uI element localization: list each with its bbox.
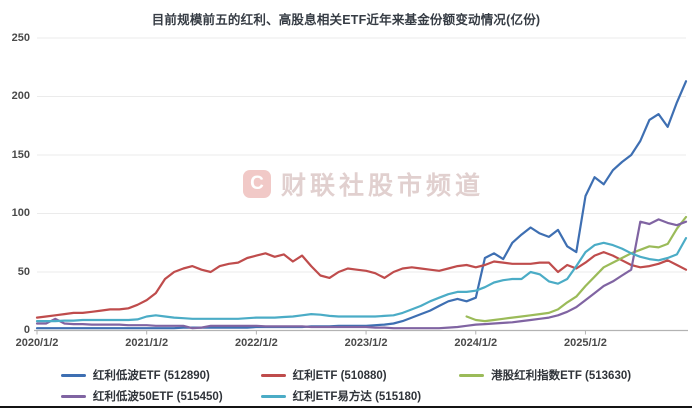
y-axis-label-50: 50	[17, 265, 30, 278]
y-axis-label-150: 150	[11, 148, 30, 161]
series-line-512890	[35, 80, 688, 330]
y-axis-label-250: 250	[11, 31, 30, 44]
series-line-513630	[465, 215, 688, 323]
legend-swatch-purple	[60, 394, 86, 398]
series-line-515180	[35, 237, 688, 323]
legend-label: 红利低波ETF (512890)	[92, 370, 210, 382]
x-axis-label-2020: 2020/1/2	[15, 337, 59, 349]
legend-label: 港股红利指数ETF (513630)	[491, 370, 632, 382]
chart-plot-area	[34, 37, 688, 335]
page-title: 目前规模前五的红利、高股息相关ETF近年来基金份额变动情况(亿份)	[151, 13, 541, 27]
legend-swatch-blue	[60, 373, 86, 377]
legend-item-513630[interactable]: 港股红利指数ETF (513630)	[459, 367, 631, 383]
bottom-divider	[0, 406, 692, 408]
x-axis-label-2021: 2021/1/2	[125, 337, 169, 349]
y-axis-label-200: 200	[11, 90, 30, 102]
legend-swatch-red	[260, 373, 286, 377]
legend-item-515180[interactable]: 红利ETF易方达 (515180)	[260, 388, 422, 404]
legend-label: 红利低波50ETF (515450)	[92, 391, 223, 403]
y-axis-label-100: 100	[11, 207, 30, 219]
x-axis-label-2023: 2023/1/2	[344, 337, 388, 349]
x-axis-label-2022: 2022/1/2	[234, 337, 278, 349]
legend-swatch-cyan	[260, 394, 286, 398]
x-axis-label-2024: 2024/1/2	[454, 337, 498, 349]
legend-label: 红利ETF (510880)	[292, 370, 387, 382]
legend-swatch-green	[459, 373, 485, 377]
series-line-510880	[35, 251, 688, 319]
legend-label: 红利ETF易方达 (515180)	[292, 391, 422, 403]
series-line-515450	[35, 218, 688, 330]
legend-item-515450[interactable]: 红利低波50ETF (515450)	[60, 388, 223, 404]
legend-item-512890[interactable]: 红利低波ETF (512890)	[60, 367, 223, 383]
legend-item-510880[interactable]: 红利ETF (510880)	[260, 367, 421, 383]
x-axis-label-2025: 2025/1/2	[564, 337, 607, 349]
legend: 红利低波ETF (512890) 红利ETF (510880) 港股红利指数ET…	[0, 367, 692, 404]
y-axis-label-0: 0	[23, 324, 30, 336]
